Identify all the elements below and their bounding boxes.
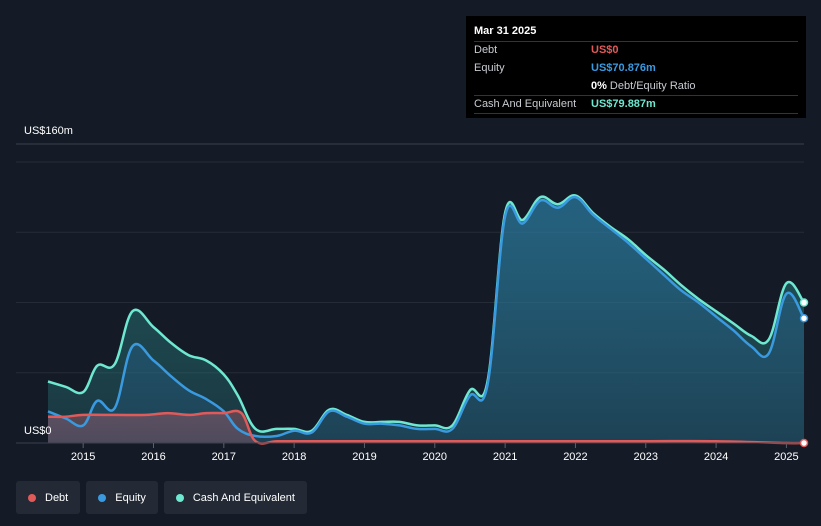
- tooltip-ratio-label: Debt/Equity Ratio: [609, 80, 696, 92]
- legend-item-debt[interactable]: Debt: [16, 481, 81, 514]
- y-axis-bottom-label: US$0: [24, 425, 52, 437]
- area-equity: [48, 197, 804, 443]
- x-tick-label-2015: 2015: [71, 451, 95, 463]
- tooltip-debt-value: US$0: [591, 44, 619, 56]
- legend-label-debt: Debt: [45, 491, 69, 504]
- x-tick-label-2025: 2025: [774, 451, 798, 463]
- legend-item-equity[interactable]: Equity: [86, 481, 158, 514]
- tooltip-equity-row: Equity US$70.876m: [474, 59, 798, 77]
- legend: Debt Equity Cash And Equivalent: [16, 481, 307, 514]
- x-tick-label-2023: 2023: [634, 451, 658, 463]
- tooltip-ratio-value: 0%: [591, 80, 607, 92]
- x-tick-label-2022: 2022: [563, 451, 587, 463]
- end-point-cash-and-equivalent: [799, 298, 809, 307]
- x-tick-label-2020: 2020: [423, 451, 447, 463]
- end-point-equity: [799, 314, 809, 323]
- series-lines: [47, 194, 806, 445]
- x-tick-label-2021: 2021: [493, 451, 517, 463]
- x-tick-label-2017: 2017: [212, 451, 236, 463]
- tooltip: Mar 31 2025 Debt US$0 Equity US$70.876m …: [466, 16, 806, 118]
- legend-dot-equity: [98, 493, 107, 502]
- tooltip-equity-value: US$70.876m: [591, 62, 656, 74]
- tooltip-date: Mar 31 2025: [474, 25, 537, 37]
- y-axis-top-label: US$160m: [24, 125, 73, 137]
- end-markers: [799, 298, 809, 448]
- line-debt: [47, 409, 805, 445]
- tooltip-cash-value: US$79.887m: [591, 98, 656, 110]
- x-tick-label-2019: 2019: [352, 451, 376, 463]
- tooltip-cash-row: Cash And Equivalent US$79.887m: [474, 95, 798, 114]
- legend-label-equity: Equity: [115, 491, 146, 504]
- line-equity: [47, 195, 806, 439]
- tooltip-cash-label: Cash And Equivalent: [474, 98, 577, 110]
- tooltip-debt-label: Debt: [474, 44, 498, 56]
- tooltip-equity-label: Equity: [474, 62, 505, 74]
- x-tick-label-2018: 2018: [282, 451, 306, 463]
- series-areas: [48, 195, 804, 444]
- tooltip-ratio-row: 0% Debt/Equity Ratio: [474, 77, 798, 95]
- end-point-debt: [799, 438, 809, 448]
- area-debt: [48, 410, 804, 444]
- tooltip-ratio-spacer: [474, 78, 591, 95]
- legend-item-cash[interactable]: Cash And Equivalent: [163, 481, 307, 514]
- legend-dot-cash: [175, 493, 184, 502]
- x-axis: 2015 2016 2017 2018 2019 2020 2021 2022 2023 2024…: [16, 442, 804, 463]
- legend-label-cash: Cash And Equivalent: [192, 491, 295, 504]
- x-tick-label-2016: 2016: [141, 451, 165, 463]
- legend-dot-debt: [28, 493, 36, 502]
- x-tick-label-2024: 2024: [704, 451, 728, 463]
- line-cash-and-equivalent: [47, 194, 806, 434]
- tooltip-debt-row: Debt US$0: [474, 41, 798, 59]
